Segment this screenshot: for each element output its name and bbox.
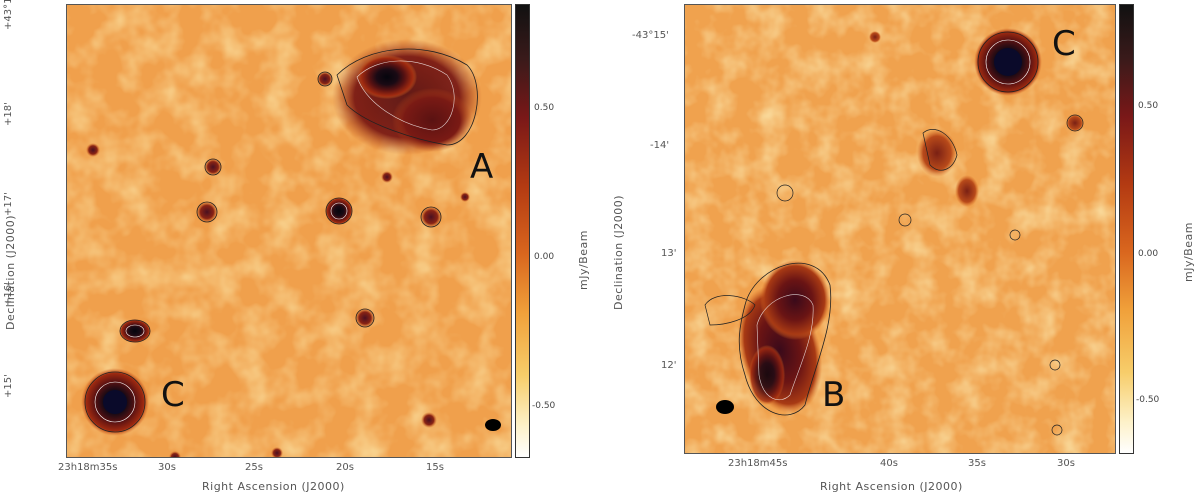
left-cbar-label: mJy/Beam	[577, 230, 590, 290]
right-xlabel: Right Ascension (J2000)	[820, 480, 963, 493]
left-ytick-15: +15'	[3, 374, 14, 398]
left-colorbar	[515, 4, 530, 458]
diffuse-emission	[776, 31, 1084, 436]
right-cbar-tick-050: 0.50	[1138, 101, 1159, 111]
right-ytick-12: 12'	[661, 360, 677, 371]
right-ytick-13: 13'	[661, 248, 677, 259]
right-ytick-14: -14'	[650, 140, 670, 151]
right-xtick-45: 23h18m45s	[728, 458, 788, 469]
right-ytick-15: -43°15'	[632, 30, 669, 41]
right-xtick-40: 40s	[880, 458, 898, 469]
left-cbar-tick-050: 0.50	[534, 103, 555, 113]
right-ylabel: Declination (J2000)	[612, 195, 625, 310]
source-b-emission	[704, 260, 832, 416]
source-c-right-emission	[974, 28, 1042, 96]
right-colorbar	[1119, 4, 1134, 454]
right-radio-image	[684, 4, 1116, 454]
left-radio-image	[66, 4, 512, 458]
left-ytick-19: +43°19'	[3, 0, 14, 30]
left-ytick-17: +17'	[3, 192, 14, 216]
left-xlabel: Right Ascension (J2000)	[202, 480, 345, 493]
left-ylabel: Declination (J2000)	[4, 215, 17, 330]
label-c-left: C	[161, 375, 185, 415]
right-cbar-label: mJy/Beam	[1182, 222, 1195, 282]
left-image-svg	[67, 5, 511, 457]
left-cbar-tick-000: 0.00	[534, 252, 555, 262]
right-xtick-35: 35s	[968, 458, 986, 469]
source-a-emission	[332, 39, 482, 155]
compact-sources	[81, 71, 501, 457]
right-image-svg	[685, 5, 1115, 453]
label-a: A	[470, 147, 494, 187]
left-xtick-35: 23h18m35s	[58, 462, 118, 473]
label-c-right: C	[1052, 24, 1076, 64]
left-xtick-30: 30s	[158, 462, 176, 473]
right-xtick-30: 30s	[1057, 458, 1075, 469]
label-b: B	[822, 375, 846, 415]
left-xtick-25: 25s	[245, 462, 263, 473]
left-ytick-18: +18'	[3, 102, 14, 126]
left-cbar-tick-m050: -0.50	[532, 401, 556, 411]
left-xtick-15: 15s	[426, 462, 444, 473]
right-cbar-tick-m050: -0.50	[1136, 395, 1160, 405]
right-cbar-tick-000: 0.00	[1138, 249, 1159, 259]
left-xtick-20: 20s	[336, 462, 354, 473]
